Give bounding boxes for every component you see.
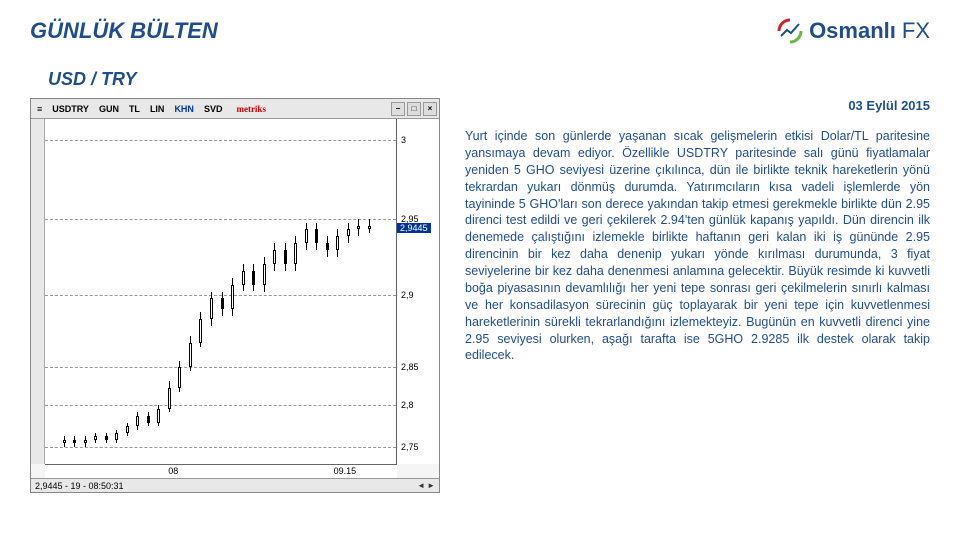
candle [115, 119, 118, 464]
logo-icon [777, 18, 803, 44]
candle [157, 119, 160, 464]
candle [73, 119, 76, 464]
candle [199, 119, 202, 464]
candle [284, 119, 287, 464]
candle [305, 119, 308, 464]
chart-y-axis: 32,952,94452,92,852,82,75 [397, 119, 439, 464]
candle [94, 119, 97, 464]
brand-suffix: FX [902, 18, 930, 44]
report-date: 03 Eylül 2015 [465, 98, 930, 113]
candle [63, 119, 66, 464]
x-axis-label: 08 [168, 466, 178, 476]
brand-name: Osmanlı [809, 18, 896, 44]
candle [168, 119, 171, 464]
candle [189, 119, 192, 464]
tb-gun[interactable]: GUN [95, 104, 123, 114]
content-row: ≡ USDTRY GUN TL LIN KHN SVD metriks − □ … [0, 90, 960, 493]
candle [273, 119, 276, 464]
maximize-icon[interactable]: □ [407, 102, 421, 116]
candle [242, 119, 245, 464]
candle [147, 119, 150, 464]
chart-plot-area [45, 119, 397, 464]
candle [126, 119, 129, 464]
minimize-icon[interactable]: − [391, 102, 405, 116]
candle [178, 119, 181, 464]
y-axis-highlight: 2,9445 [397, 223, 431, 233]
candle [252, 119, 255, 464]
candle [315, 119, 318, 464]
text-column: 03 Eylül 2015 Yurt içinde son günlerde y… [465, 98, 930, 493]
chart-menu-icon[interactable]: ≡ [33, 104, 46, 114]
chart-left-rail [31, 119, 45, 464]
logo: Osmanlı FX [777, 18, 930, 44]
candle [294, 119, 297, 464]
pair-label: USD / TRY [48, 69, 960, 90]
scroll-left-icon[interactable]: ◄ [417, 481, 425, 490]
y-axis-label: 2,85 [401, 362, 419, 372]
tb-lin[interactable]: LIN [146, 104, 169, 114]
y-axis-label: 2,8 [401, 400, 414, 410]
candle [84, 119, 87, 464]
scroll-right-icon[interactable]: ► [427, 481, 435, 490]
page-title: GÜNLÜK BÜLTEN [30, 18, 218, 44]
candle [210, 119, 213, 464]
chart-container: ≡ USDTRY GUN TL LIN KHN SVD metriks − □ … [30, 98, 440, 493]
candle [368, 119, 371, 464]
candle [326, 119, 329, 464]
tb-tl[interactable]: TL [125, 104, 144, 114]
candle [336, 119, 339, 464]
candle [357, 119, 360, 464]
chart-status-bar: 2,9445 - 19 - 08:50:31 ◄ ► [31, 478, 439, 492]
chart-x-axis: 08 09.15 [45, 464, 397, 478]
close-icon[interactable]: × [423, 102, 437, 116]
candle [136, 119, 139, 464]
tb-khn[interactable]: KHN [170, 104, 198, 114]
candle [231, 119, 234, 464]
chart-ticker: USDTRY [48, 104, 93, 114]
candle [105, 119, 108, 464]
x-axis-label: 09.15 [334, 466, 357, 476]
chart-provider: metriks [232, 104, 270, 114]
window-controls: − □ × [391, 102, 437, 116]
y-axis-label: 2,9 [401, 290, 414, 300]
candle [221, 119, 224, 464]
tb-svd[interactable]: SVD [200, 104, 227, 114]
y-axis-label: 2,75 [401, 442, 419, 452]
candle [347, 119, 350, 464]
y-axis-label: 3 [401, 135, 406, 145]
chart-toolbar: ≡ USDTRY GUN TL LIN KHN SVD metriks − □ … [31, 99, 439, 119]
candle [263, 119, 266, 464]
page-header: GÜNLÜK BÜLTEN Osmanlı FX [0, 0, 960, 44]
report-body: Yurt içinde son günlerde yaşanan sıcak g… [465, 128, 930, 364]
chart-status-text: 2,9445 - 19 - 08:50:31 [35, 481, 124, 491]
